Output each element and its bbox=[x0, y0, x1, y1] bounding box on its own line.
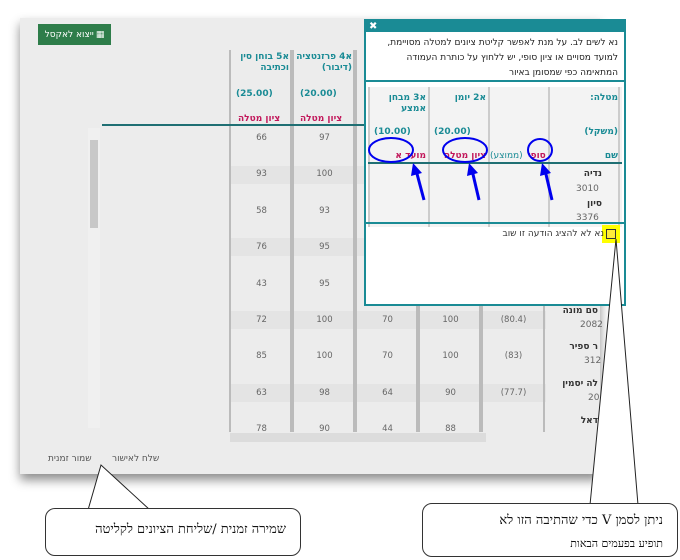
grade-cell[interactable]: (83) bbox=[504, 351, 523, 362]
student-id: 20 bbox=[588, 393, 600, 403]
dialog-titlebar: ✖ bbox=[366, 21, 624, 32]
grade-cell[interactable]: 100 bbox=[442, 315, 459, 325]
table-grid-icon: ▦ bbox=[95, 29, 105, 40]
column-weight: (20.00) bbox=[300, 89, 337, 99]
example-table: מטלה: (משקל) שם א2 יומן א3 מבחן אמצע (20… bbox=[368, 87, 622, 227]
student-id: 312 bbox=[584, 356, 602, 366]
column-a4 bbox=[292, 50, 355, 432]
vertical-scroll-thumb[interactable] bbox=[90, 140, 98, 228]
grade-cell[interactable]: 95 bbox=[319, 242, 330, 253]
header-divider bbox=[368, 162, 622, 164]
grade-cell[interactable]: 100 bbox=[442, 351, 459, 362]
grade-cell[interactable]: 93 bbox=[256, 169, 267, 180]
horizontal-scrollbar[interactable] bbox=[230, 433, 486, 442]
notice-dialog: ✖ נא לשים לב. על מנת לאפשר קליטת ציונים … bbox=[364, 19, 626, 306]
journal-weight: (20.00) bbox=[434, 127, 471, 137]
grade-cell[interactable]: 93 bbox=[319, 205, 330, 216]
task-label: מטלה: bbox=[590, 93, 618, 103]
grade-cell[interactable]: 58 bbox=[256, 205, 267, 216]
send-for-approval-button[interactable]: שלח לאישור bbox=[112, 454, 160, 464]
close-icon[interactable]: ✖ bbox=[369, 21, 378, 32]
student-name: דאל bbox=[580, 416, 598, 426]
grade-cell[interactable]: 70 bbox=[382, 315, 393, 325]
grade-cell[interactable]: 100 bbox=[316, 169, 333, 180]
save-draft-button[interactable]: שמור זמנית bbox=[48, 454, 92, 464]
callout-text: תופיע בפעמים הבאות bbox=[570, 537, 663, 550]
grade-cell[interactable]: (80.4) bbox=[500, 315, 527, 325]
exam-header: א3 מבחן אמצע bbox=[388, 93, 426, 114]
student-name: לה יסמין bbox=[562, 379, 598, 389]
checkbox-label: נא לא להציג הודעה זו שוב bbox=[502, 229, 604, 239]
grade-cell[interactable]: 95 bbox=[319, 278, 330, 289]
grade-cell[interactable]: 76 bbox=[256, 242, 267, 253]
grade-cell[interactable]: 100 bbox=[316, 351, 333, 362]
grade-cell[interactable]: 100 bbox=[316, 315, 333, 325]
student-name: נדיה bbox=[583, 169, 602, 179]
grade-cell[interactable]: 98 bbox=[319, 387, 330, 398]
callout-text: שמירה זמנית /שליחת הציונים לקליטה bbox=[95, 522, 286, 537]
student-name: סיון bbox=[587, 199, 602, 209]
grade-cell[interactable]: 90 bbox=[445, 387, 456, 398]
exam-subheader: מועד א bbox=[395, 151, 426, 161]
exam-weight: (10.00) bbox=[374, 127, 411, 137]
save-send-callout: שמירה זמנית /שליחת הציונים לקליטה bbox=[45, 508, 301, 556]
average-label: (ממוצע) bbox=[490, 151, 523, 161]
weight-label: (משקל) bbox=[584, 127, 618, 137]
student-name: ר ספיר bbox=[569, 342, 598, 352]
grade-cell[interactable]: 63 bbox=[256, 387, 267, 398]
column-subheader[interactable]: ציון מטלה bbox=[300, 114, 343, 124]
grade-cell[interactable]: 66 bbox=[256, 133, 267, 143]
grade-cell[interactable]: 43 bbox=[256, 278, 267, 289]
grade-cell[interactable]: 90 bbox=[319, 424, 330, 435]
column-header[interactable]: א5 בוחן סין וכתיבה bbox=[240, 52, 289, 73]
student-name: סם מונה bbox=[562, 306, 598, 316]
column-weight: (25.00) bbox=[236, 89, 273, 99]
journal-header: א2 יומן bbox=[454, 93, 486, 103]
checkbox-callout: ניתן לסמן V כדי שהתיבה הזו לא תופיע בפעמ… bbox=[422, 503, 678, 557]
export-excel-button[interactable]: ▦ ייצוא לאקסל bbox=[38, 24, 111, 45]
grade-cell[interactable]: (77.7) bbox=[500, 387, 527, 398]
student-id: 3010 bbox=[576, 184, 599, 194]
student-id: 3376 bbox=[576, 213, 599, 223]
callout-text: ניתן לסמן V כדי שהתיבה הזו לא bbox=[499, 513, 663, 528]
grade-cell[interactable]: 85 bbox=[256, 351, 267, 362]
grade-cell[interactable]: 78 bbox=[256, 424, 267, 435]
grade-cell[interactable]: 64 bbox=[382, 387, 393, 398]
grade-cell[interactable]: 44 bbox=[382, 424, 393, 435]
name-label: שם bbox=[604, 151, 618, 161]
grade-cell[interactable]: 72 bbox=[256, 315, 267, 325]
dont-show-again-checkbox[interactable] bbox=[602, 225, 620, 243]
dont-show-again[interactable]: נא לא להציג הודעה זו שוב bbox=[502, 225, 620, 243]
dialog-message: נא לשים לב. על מנת לאפשר קליטת ציונים למ… bbox=[366, 32, 624, 82]
column-header[interactable]: א4 פרזנטציה (דיבור) bbox=[296, 52, 352, 73]
grade-cell[interactable]: 70 bbox=[382, 351, 393, 362]
row-band bbox=[230, 384, 546, 402]
student-id: 2082 bbox=[580, 320, 603, 330]
grade-cell[interactable]: 97 bbox=[319, 133, 330, 143]
final-grade-header: סופי bbox=[528, 151, 546, 161]
grade-cell[interactable]: 88 bbox=[445, 424, 456, 435]
column-subheader[interactable]: ציון מטלה bbox=[238, 114, 281, 124]
journal-subheader: ציון מטלה bbox=[443, 151, 486, 161]
header-divider bbox=[102, 124, 364, 126]
column-a5 bbox=[229, 50, 292, 432]
row-band bbox=[230, 311, 546, 329]
